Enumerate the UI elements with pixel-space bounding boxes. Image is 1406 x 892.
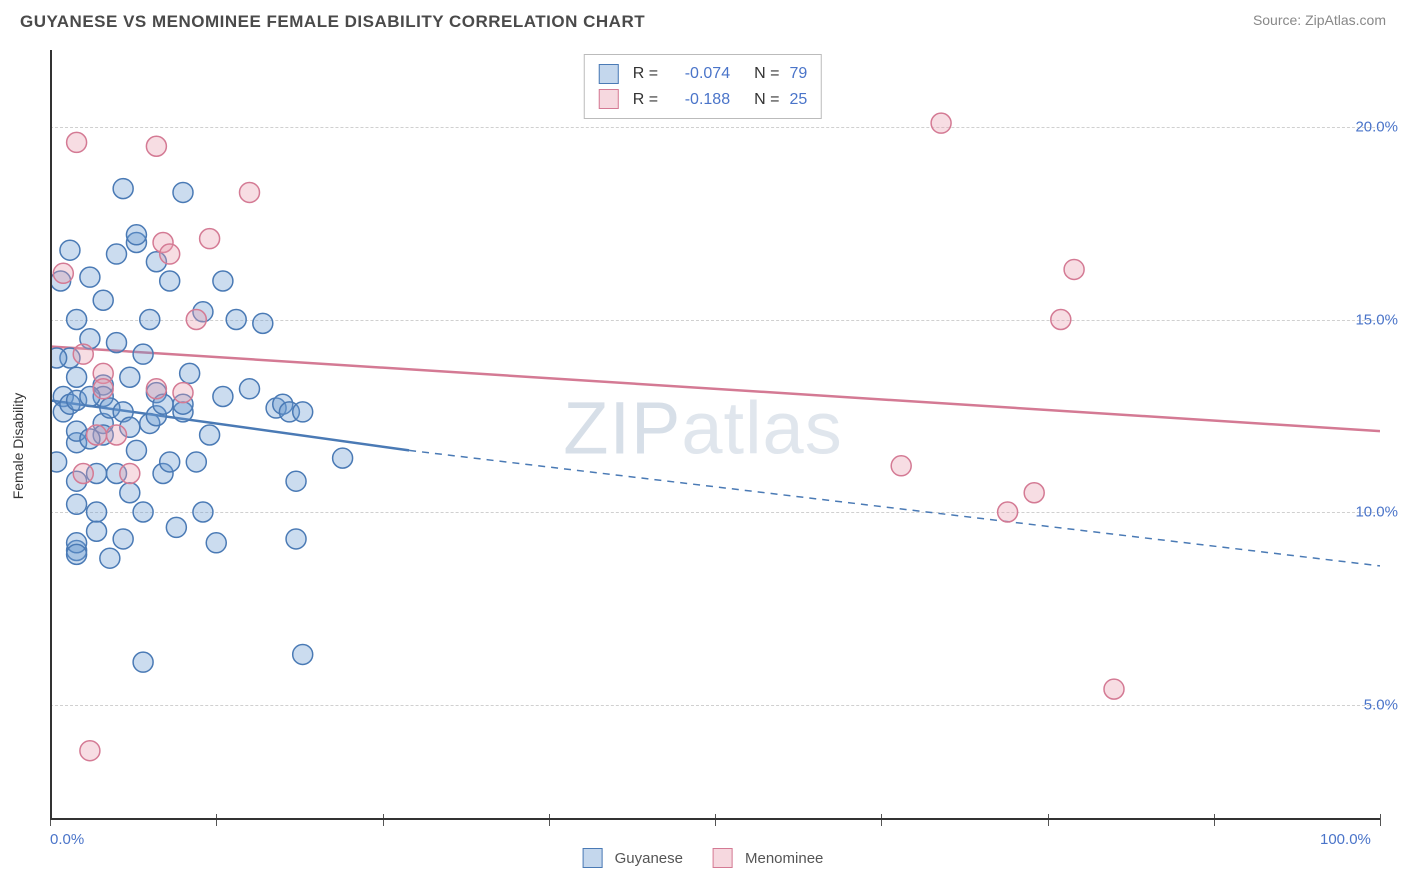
swatch-guyanese <box>583 848 603 868</box>
chart-header: GUYANESE VS MENOMINEE FEMALE DISABILITY … <box>0 0 1406 40</box>
swatch-menominee <box>713 848 733 868</box>
legend-label-menominee: Menominee <box>745 850 823 867</box>
xtick-label: 0.0% <box>50 831 84 848</box>
chart-title: GUYANESE VS MENOMINEE FEMALE DISABILITY … <box>20 12 645 32</box>
swatch-guyanese <box>599 64 619 84</box>
r-value-guyanese: -0.074 <box>668 61 730 87</box>
correlation-legend: R = -0.074 N = 79 R = -0.188 N = 25 <box>584 54 822 119</box>
r-label: R = <box>633 87 658 113</box>
n-label: N = <box>754 87 779 113</box>
xtick-mark <box>1380 814 1381 826</box>
n-value-guyanese: 79 <box>789 61 807 87</box>
r-label: R = <box>633 61 658 87</box>
n-value-menominee: 25 <box>789 87 807 113</box>
n-label: N = <box>754 61 779 87</box>
chart-source: Source: ZipAtlas.com <box>1253 12 1386 28</box>
legend-row-guyanese: R = -0.074 N = 79 <box>599 61 807 87</box>
series-legend: Guyanese Menominee <box>583 848 824 868</box>
plot-frame <box>50 50 1380 820</box>
xtick-label: 100.0% <box>1320 831 1371 848</box>
r-value-menominee: -0.188 <box>668 87 730 113</box>
legend-row-menominee: R = -0.188 N = 25 <box>599 87 807 113</box>
legend-label-guyanese: Guyanese <box>615 850 683 867</box>
legend-item-menominee: Menominee <box>713 848 823 868</box>
y-axis-label: Female Disability <box>10 393 26 500</box>
legend-item-guyanese: Guyanese <box>583 848 683 868</box>
swatch-menominee <box>599 89 619 109</box>
chart-area <box>50 50 1380 820</box>
